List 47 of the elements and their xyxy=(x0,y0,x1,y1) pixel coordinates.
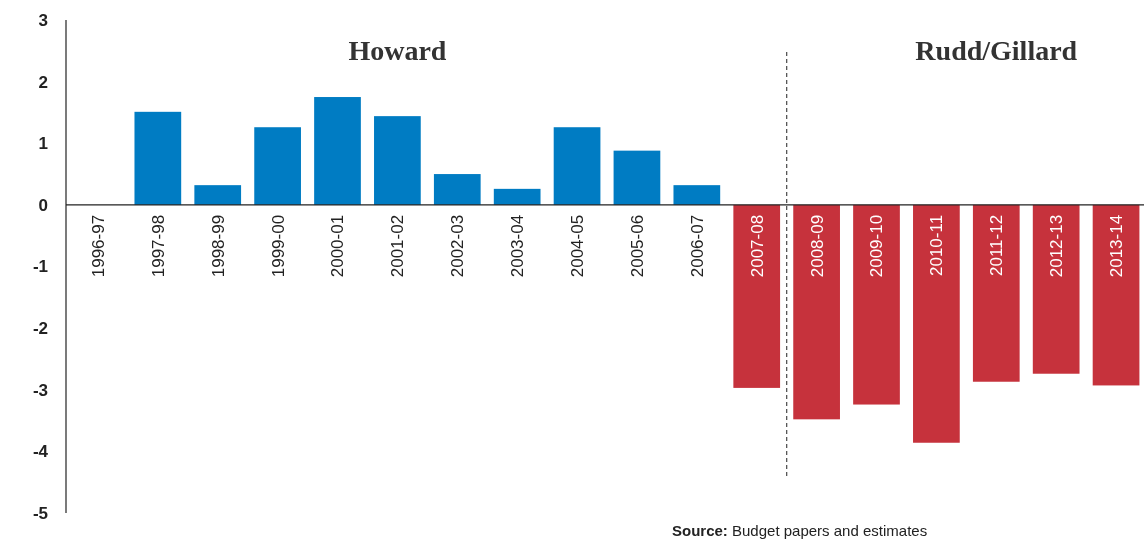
bar xyxy=(853,204,900,405)
bar xyxy=(613,150,661,205)
x-tick-label: 1999-00 xyxy=(268,214,288,278)
x-tick-label: 2007-08 xyxy=(747,214,767,278)
x-tick-label: 1998-99 xyxy=(208,214,228,278)
bar xyxy=(793,204,840,420)
x-tick-label: 2013-14 xyxy=(1107,214,1127,278)
bar xyxy=(254,127,301,205)
x-tick-label: 2000-01 xyxy=(328,214,348,278)
y-tick-label: -1 xyxy=(32,257,48,277)
x-tick-label: 1997-98 xyxy=(148,214,168,278)
x-tick-label: 2008-09 xyxy=(807,214,827,278)
x-tick-label: 2009-10 xyxy=(867,214,887,278)
x-tick-label: 2006-07 xyxy=(687,214,707,278)
y-tick-label: -4 xyxy=(32,442,49,462)
x-tick-label: 2005-06 xyxy=(627,214,647,278)
y-tick-label: 1 xyxy=(38,134,48,154)
y-tick-label: 3 xyxy=(38,10,48,30)
y-tick-label: -3 xyxy=(32,380,48,400)
x-tick-label: 2011-12 xyxy=(987,214,1007,277)
bar xyxy=(493,188,541,205)
bar xyxy=(673,185,721,205)
y-tick-label: 0 xyxy=(38,195,48,215)
source-note: Source: Budget papers and estimates xyxy=(672,522,928,539)
x-tick-label: 1996-97 xyxy=(88,214,108,278)
y-tick-label: 2 xyxy=(38,72,48,92)
x-tick-label: 2002-03 xyxy=(448,214,468,278)
bar xyxy=(1092,204,1140,386)
x-tick-label: 2004-05 xyxy=(568,214,588,278)
bar xyxy=(433,174,481,205)
bar xyxy=(733,204,781,388)
x-tick-label: 2001-02 xyxy=(388,214,408,278)
bar xyxy=(314,97,361,205)
bar xyxy=(374,116,421,205)
x-tick-label: 2003-04 xyxy=(508,214,528,278)
bar xyxy=(972,204,1020,382)
y-tick-label: -2 xyxy=(32,319,48,339)
bar xyxy=(134,111,182,205)
bar xyxy=(1032,204,1080,374)
annotation: Rudd/Gillard xyxy=(915,35,1078,66)
bar xyxy=(913,204,960,443)
y-tick-label: -5 xyxy=(32,503,48,523)
bar xyxy=(194,185,242,205)
bar xyxy=(553,127,601,205)
x-tick-label: 2012-13 xyxy=(1047,214,1067,278)
annotation: Howard xyxy=(348,35,447,66)
x-tick-label: 2010-11 xyxy=(927,214,947,277)
